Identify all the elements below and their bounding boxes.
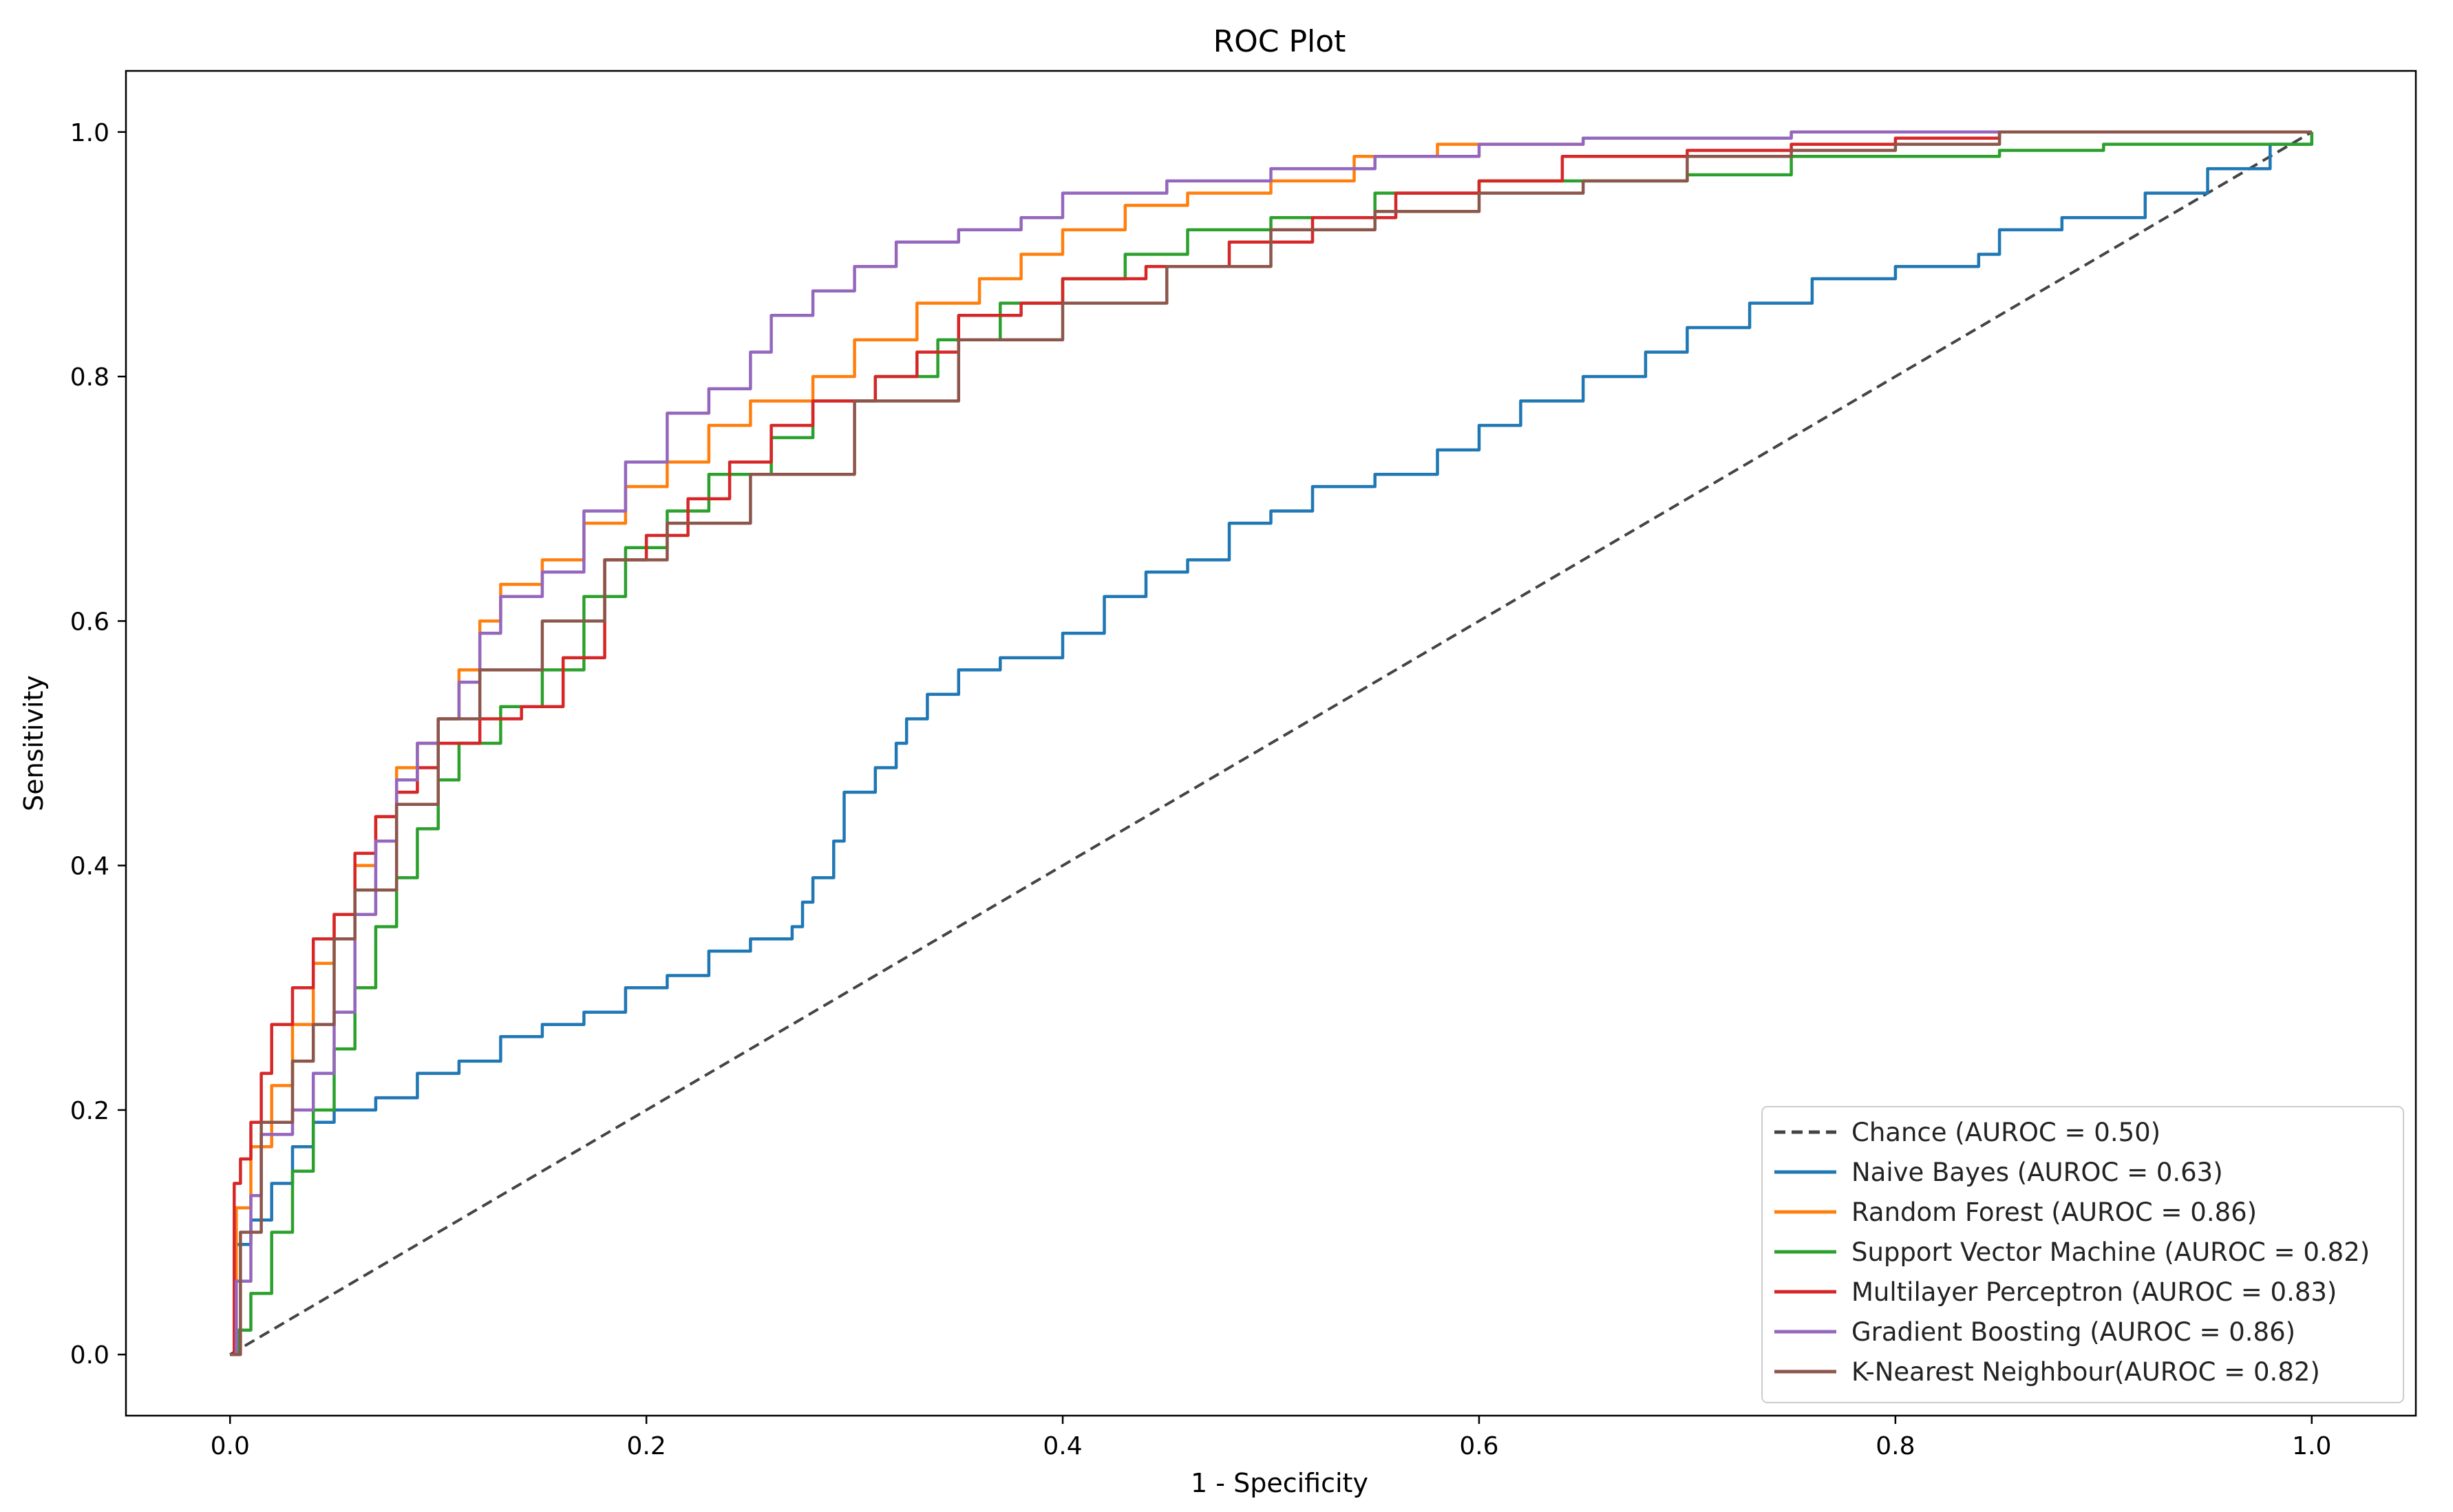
legend-label-1: Naive Bayes (AUROC = 0.63) <box>1851 1158 2223 1187</box>
y-tick-label: 0.2 <box>70 1097 109 1125</box>
x-tick-label: 0.8 <box>1876 1432 1915 1460</box>
series-line-4 <box>230 130 2312 1356</box>
x-axis-ticks: 0.0 0.2 0.4 0.6 0.8 1.0 <box>211 1416 2331 1460</box>
y-tick-label: 0.8 <box>70 363 109 392</box>
y-tick-label: 0.4 <box>70 853 109 881</box>
plot-lines <box>229 130 2314 1356</box>
series-line-5 <box>230 130 2312 1356</box>
x-axis-label: 1 - Specificity <box>1191 1468 1368 1498</box>
y-axis-ticks: 0.0 0.2 0.4 0.6 0.8 1.0 <box>70 119 126 1370</box>
y-tick-label: 0.0 <box>70 1341 109 1370</box>
legend-label-4: Multilayer Perceptron (AUROC = 0.83) <box>1851 1277 2337 1307</box>
plot-frame <box>125 70 2417 1417</box>
legend-box <box>1761 1106 2404 1403</box>
legend: Chance (AUROC = 0.50) Naive Bayes (AUROC … <box>1761 1106 2404 1403</box>
chart-title: ROC Plot <box>1213 24 1346 59</box>
legend-label-6: K-Nearest Neighbour(AUROC = 0.82) <box>1851 1357 2320 1387</box>
x-tick-label: 0.4 <box>1043 1432 1082 1460</box>
legend-label-2: Random Forest (AUROC = 0.86) <box>1851 1197 2257 1227</box>
series-line-0 <box>229 131 2313 1356</box>
y-axis-label: Sensitivity <box>19 675 49 811</box>
series-line-6 <box>230 130 2312 1356</box>
y-tick-label: 1.0 <box>70 119 109 147</box>
y-tick-label: 0.6 <box>70 608 109 636</box>
x-tick-label: 0.2 <box>627 1432 666 1460</box>
x-tick-label: 0.6 <box>1459 1432 1498 1460</box>
x-tick-label: 0.0 <box>211 1432 250 1460</box>
legend-label-0: Chance (AUROC = 0.50) <box>1851 1118 2160 1147</box>
legend-items: Chance (AUROC = 0.50) Naive Bayes (AUROC … <box>1774 1118 2370 1387</box>
legend-label-5: Gradient Boosting (AUROC = 0.86) <box>1851 1317 2295 1347</box>
series-line-1 <box>230 131 2314 1356</box>
x-tick-label: 1.0 <box>2292 1432 2331 1460</box>
legend-label-3: Support Vector Machine (AUROC = 0.82) <box>1851 1237 2370 1267</box>
